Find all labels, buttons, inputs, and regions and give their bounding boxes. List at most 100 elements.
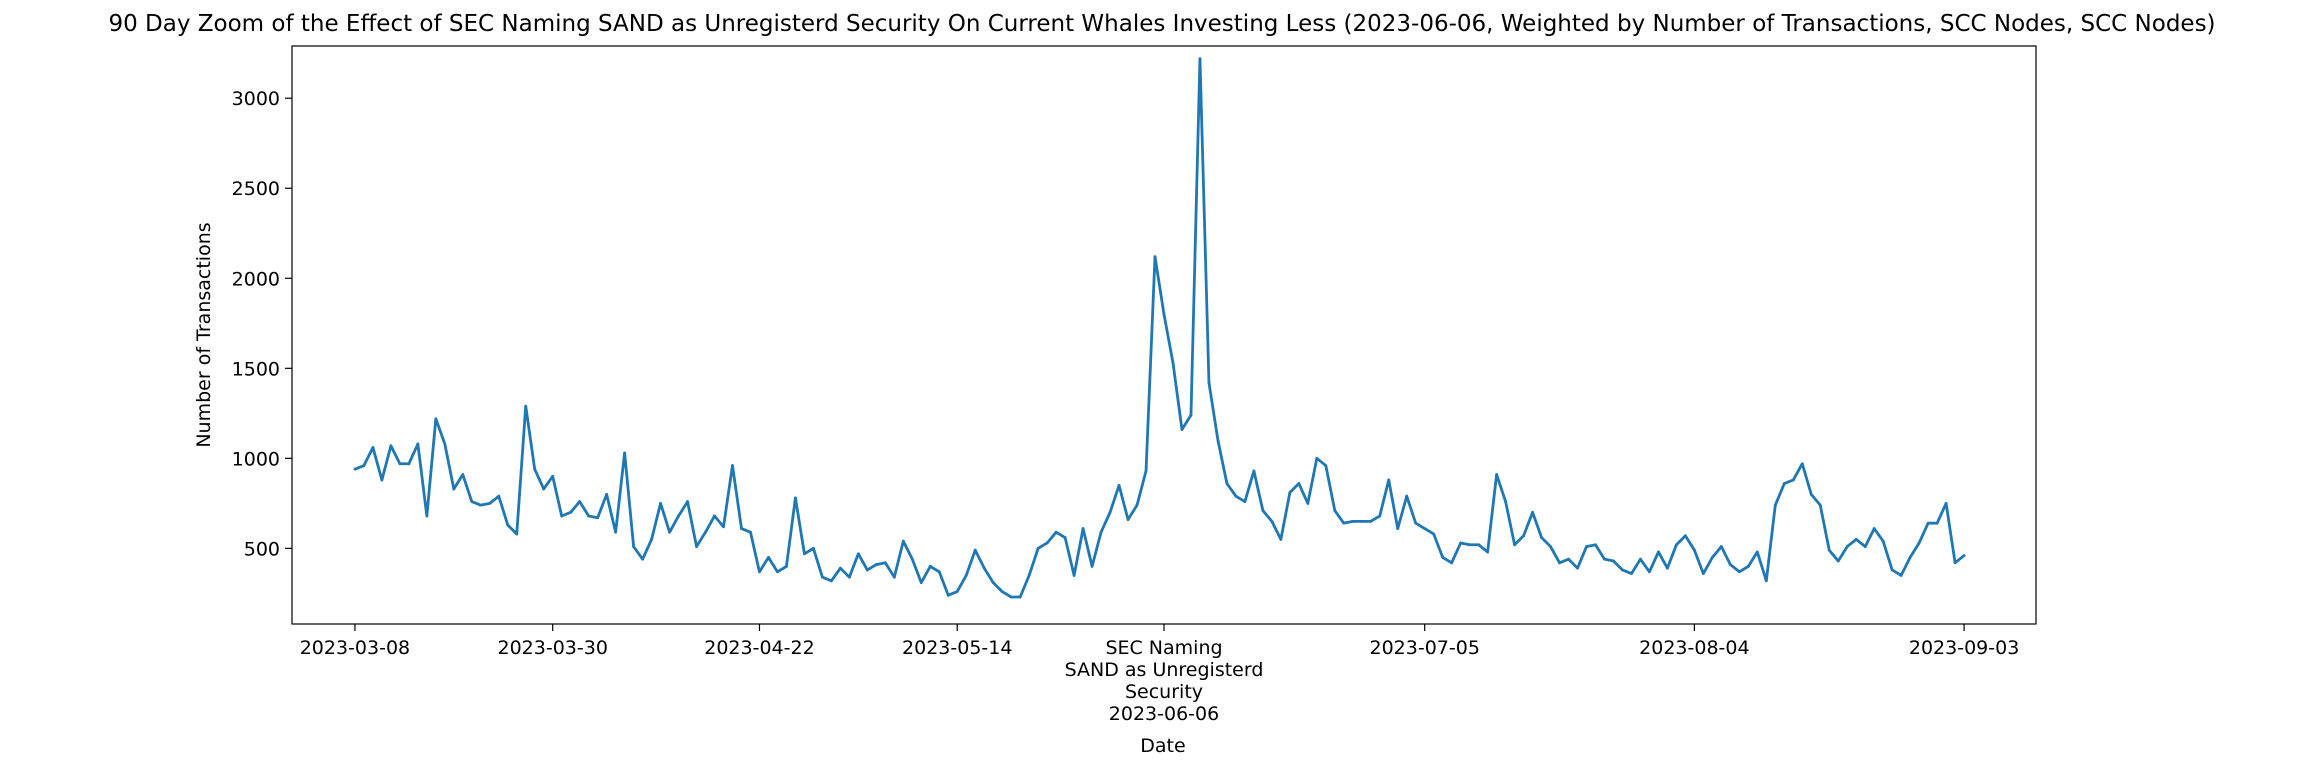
data-point — [776, 570, 779, 574]
data-point — [1360, 519, 1364, 523]
data-point — [1549, 545, 1552, 548]
data-point — [1171, 361, 1175, 365]
data-point — [803, 552, 806, 556]
data-point — [1198, 57, 1202, 60]
data-point — [1450, 561, 1454, 565]
data-point — [371, 446, 375, 449]
data-point — [380, 478, 384, 482]
data-point — [1045, 541, 1049, 545]
data-point — [506, 523, 510, 527]
data-point — [1827, 548, 1831, 552]
data-point — [1630, 572, 1633, 575]
x-tick-label: 2023-05-14 — [902, 637, 1012, 659]
data-point — [1108, 510, 1112, 514]
data-point — [1027, 573, 1031, 577]
data-point — [1153, 255, 1157, 259]
data-point — [838, 566, 842, 570]
data-point — [1315, 456, 1319, 460]
data-point — [1800, 462, 1804, 466]
data-point — [1782, 482, 1786, 485]
data-point — [1746, 564, 1750, 568]
data-point — [686, 500, 689, 503]
y-tick-label: 1500 — [232, 358, 280, 380]
data-point — [1908, 555, 1912, 559]
data-point — [713, 514, 716, 518]
data-point — [1513, 543, 1516, 547]
data-point — [982, 566, 986, 570]
x-tick-label: 2023-03-30 — [497, 637, 607, 659]
data-point — [1594, 543, 1597, 547]
x-axis: 2023-03-08 2023-03-30 2023-04-22 2023-05-14… — [300, 624, 2019, 725]
x-tick-label-line: 2023-09-03 — [1909, 637, 2019, 659]
data-point — [1962, 554, 1966, 557]
data-point — [919, 581, 923, 584]
data-point — [1944, 501, 1948, 505]
data-point — [820, 575, 824, 579]
data-point — [533, 467, 537, 471]
data-point — [722, 525, 725, 529]
data-point — [1117, 483, 1121, 487]
data-point — [1099, 530, 1103, 534]
data-point — [659, 501, 662, 505]
data-point — [1585, 545, 1588, 548]
data-point — [1477, 543, 1481, 547]
data-point — [1351, 519, 1355, 523]
data-point — [1342, 521, 1346, 525]
data-point — [1090, 564, 1094, 568]
data-point — [1603, 557, 1606, 561]
data-point — [1666, 566, 1669, 570]
data-point — [1306, 501, 1310, 505]
data-point — [1252, 469, 1256, 473]
data-point — [1297, 482, 1301, 485]
data-point — [1836, 559, 1840, 563]
data-points — [353, 57, 1966, 599]
data-point — [443, 442, 447, 446]
data-point — [1684, 534, 1687, 538]
data-point — [1423, 527, 1427, 530]
data-point — [623, 451, 627, 455]
data-point — [847, 575, 851, 579]
data-point — [1845, 545, 1849, 548]
data-point — [1072, 573, 1076, 577]
x-tick-label: 2023-08-04 — [1639, 637, 1749, 659]
data-point — [1621, 568, 1624, 572]
data-point — [1504, 500, 1508, 503]
x-tick-label-line: 2023-03-30 — [497, 637, 607, 659]
y-tick-label: 2000 — [232, 268, 280, 290]
x-tick-label-line: SEC Naming — [1105, 637, 1222, 659]
y-tick-label: 2500 — [232, 178, 280, 200]
data-point — [892, 575, 896, 579]
data-point — [1135, 503, 1139, 507]
data-point — [740, 527, 743, 530]
x-tick-label-line: 2023-07-05 — [1369, 637, 1479, 659]
data-point — [1441, 555, 1445, 559]
data-point — [1009, 595, 1013, 599]
data-point — [1189, 413, 1193, 417]
data-point — [829, 579, 833, 583]
x-tick-label-line: Security — [1125, 681, 1203, 703]
data-point — [470, 500, 474, 503]
data-point — [452, 487, 456, 491]
data-point — [632, 545, 636, 548]
data-point — [731, 464, 734, 467]
data-point — [1639, 557, 1642, 561]
data-point — [964, 573, 968, 577]
data-point — [641, 557, 644, 561]
data-point — [1612, 559, 1615, 563]
data-point — [1432, 532, 1436, 536]
data-point — [758, 570, 761, 574]
data-point — [1486, 550, 1490, 554]
x-tick-label-line: 2023-04-22 — [704, 637, 814, 659]
data-point — [704, 530, 707, 534]
data-point — [1710, 555, 1714, 559]
x-tick-label: 2023-07-05 — [1369, 637, 1479, 659]
data-point — [479, 503, 483, 507]
data-point — [1818, 503, 1822, 507]
x-tick-label: 2023-04-22 — [704, 637, 814, 659]
data-point — [1081, 527, 1085, 530]
data-point — [1719, 545, 1723, 548]
data-point — [865, 568, 869, 572]
data-point — [1279, 537, 1283, 541]
data-point — [497, 494, 501, 498]
